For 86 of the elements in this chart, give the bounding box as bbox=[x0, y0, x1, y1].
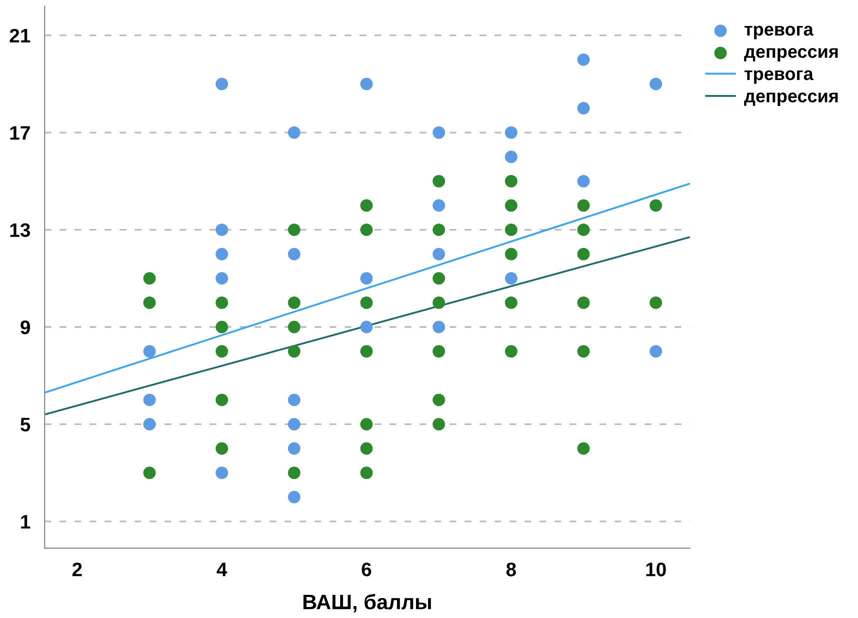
point bbox=[360, 224, 373, 236]
x-axis-title: ВАШ, баллы bbox=[303, 594, 431, 612]
x-tick-label: 4 bbox=[216, 562, 228, 576]
point bbox=[360, 466, 373, 480]
y-tick-label: 9 bbox=[20, 320, 30, 334]
point bbox=[360, 418, 373, 430]
point bbox=[577, 224, 590, 236]
point bbox=[143, 418, 156, 430]
point bbox=[288, 394, 300, 406]
point bbox=[360, 199, 373, 212]
point bbox=[504, 272, 518, 285]
x-tick-label: 10 bbox=[646, 562, 666, 576]
point bbox=[288, 466, 300, 480]
point bbox=[288, 490, 300, 504]
point bbox=[143, 296, 156, 309]
x-tick-label: 2 bbox=[72, 562, 82, 576]
point bbox=[216, 248, 228, 260]
point bbox=[504, 150, 518, 164]
point bbox=[360, 272, 373, 285]
point bbox=[216, 78, 228, 90]
point bbox=[143, 466, 156, 480]
point bbox=[504, 345, 518, 358]
legend-label: тревога bbox=[744, 26, 814, 40]
point bbox=[504, 224, 518, 236]
point bbox=[216, 345, 228, 358]
point bbox=[216, 394, 228, 406]
point bbox=[143, 345, 156, 358]
point bbox=[360, 296, 373, 309]
x-tick-label: 6 bbox=[362, 562, 372, 576]
point bbox=[577, 53, 590, 66]
point bbox=[216, 320, 228, 334]
point bbox=[216, 224, 228, 236]
point bbox=[432, 418, 446, 430]
point bbox=[288, 224, 300, 236]
legend-label: депрессия bbox=[744, 48, 838, 62]
point bbox=[650, 345, 662, 358]
point bbox=[143, 272, 156, 285]
point bbox=[650, 78, 662, 90]
point bbox=[216, 272, 228, 285]
point bbox=[432, 248, 446, 260]
point bbox=[432, 126, 446, 139]
point bbox=[288, 248, 300, 260]
point bbox=[360, 320, 373, 334]
point bbox=[504, 126, 518, 139]
point bbox=[288, 126, 300, 139]
y-tick-label: 5 bbox=[20, 418, 30, 432]
x-tick-label: 8 bbox=[506, 562, 516, 576]
point bbox=[432, 296, 446, 309]
point bbox=[360, 345, 373, 358]
point bbox=[504, 248, 518, 260]
point bbox=[360, 442, 373, 455]
point bbox=[216, 466, 228, 480]
point bbox=[504, 199, 518, 212]
point bbox=[577, 248, 590, 260]
point bbox=[432, 224, 446, 236]
legend-label: тревога bbox=[744, 70, 814, 84]
point bbox=[432, 272, 446, 285]
y-tick-label: 21 bbox=[10, 28, 30, 42]
point bbox=[143, 394, 156, 406]
point bbox=[577, 199, 590, 212]
point bbox=[577, 296, 590, 309]
legend-label: депрессия bbox=[744, 92, 838, 106]
point bbox=[432, 394, 446, 406]
y-tick-label: 13 bbox=[10, 223, 30, 238]
point bbox=[288, 442, 300, 455]
point bbox=[432, 174, 446, 188]
point bbox=[577, 345, 590, 358]
point bbox=[577, 102, 590, 114]
point bbox=[650, 199, 662, 212]
point bbox=[577, 174, 590, 188]
point bbox=[504, 174, 518, 188]
point bbox=[432, 345, 446, 358]
point bbox=[216, 442, 228, 455]
point bbox=[288, 320, 300, 334]
point bbox=[577, 442, 590, 455]
y-tick-label: 17 bbox=[10, 126, 30, 140]
point bbox=[432, 320, 446, 334]
point bbox=[432, 199, 446, 212]
y-tick-label: 1 bbox=[21, 515, 30, 528]
point bbox=[288, 418, 300, 430]
point bbox=[216, 296, 228, 309]
point bbox=[504, 296, 518, 309]
point bbox=[288, 296, 300, 309]
point bbox=[288, 345, 300, 358]
point bbox=[650, 296, 662, 309]
point bbox=[360, 78, 373, 90]
